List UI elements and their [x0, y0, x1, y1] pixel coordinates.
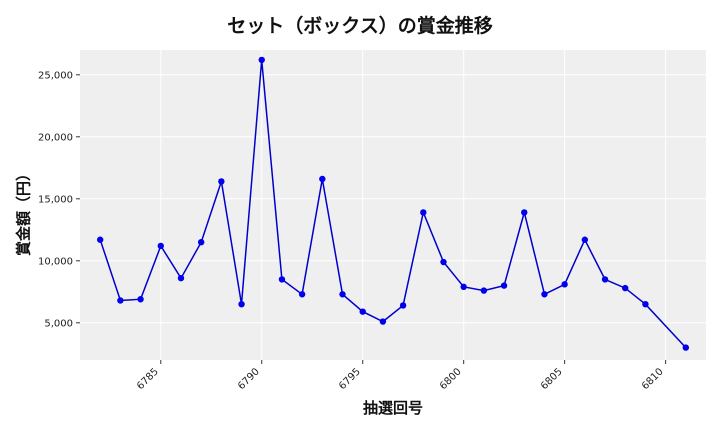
x-tick-label: 6810: [640, 366, 666, 392]
data-point: [137, 296, 144, 303]
x-tick-label: 6790: [236, 366, 262, 392]
data-point: [622, 284, 629, 292]
plot-area: [80, 50, 706, 360]
data-point: [521, 209, 528, 216]
data-point: [420, 209, 427, 216]
data-point: [96, 236, 104, 243]
data-point: [258, 56, 265, 64]
data-point: [399, 302, 407, 309]
data-point: [601, 276, 609, 283]
y-tick-label: 15,000: [38, 194, 73, 205]
data-point: [319, 175, 326, 183]
y-tick-label: 5,000: [44, 318, 73, 329]
x-tick-label: 6795: [337, 366, 363, 392]
y-tick-label: 25,000: [38, 70, 73, 81]
data-point: [500, 282, 508, 289]
x-tick-label: 6805: [539, 366, 565, 392]
data-point: [480, 287, 488, 294]
data-point: [278, 276, 286, 283]
chart-title: セット（ボックス）の賞金推移: [227, 15, 493, 37]
data-point: [238, 301, 245, 308]
data-point: [218, 178, 225, 185]
data-point: [460, 283, 467, 291]
data-point: [197, 239, 205, 246]
data-point: [157, 242, 164, 250]
x-tick-label: 6785: [135, 366, 161, 392]
data-point: [298, 291, 306, 298]
x-axis-label: 抽選回号: [362, 399, 423, 417]
data-point: [339, 291, 346, 298]
data-point: [440, 258, 447, 266]
data-point: [561, 281, 568, 288]
data-point: [177, 274, 185, 282]
data-point: [682, 344, 690, 351]
data-point: [642, 301, 649, 308]
data-point: [379, 318, 387, 325]
data-point: [581, 236, 589, 243]
x-tick-label: 6800: [438, 366, 464, 392]
y-tick-label: 20,000: [38, 132, 73, 143]
data-point: [117, 297, 124, 304]
y-tick-label: 10,000: [38, 256, 73, 267]
y-axis-label: 賞金額（円）: [14, 165, 33, 257]
data-point: [541, 291, 548, 298]
data-point: [359, 308, 366, 315]
